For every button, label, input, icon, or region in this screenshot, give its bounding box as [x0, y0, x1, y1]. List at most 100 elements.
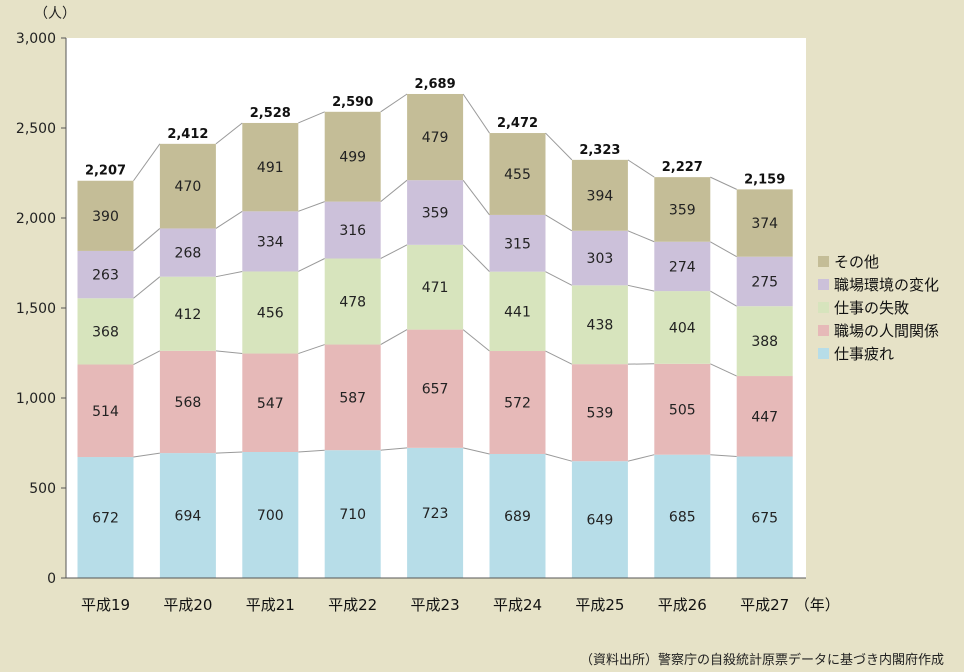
bar-segment [77, 364, 134, 458]
bar-segment [242, 353, 299, 452]
segment-value-label: 479 [422, 130, 449, 146]
bar-segment [159, 143, 216, 229]
bar-segment [407, 93, 464, 181]
bar-segment [654, 241, 711, 292]
series-connector-line [462, 329, 490, 352]
bar-segment [407, 329, 464, 448]
series-connector-line [298, 344, 325, 355]
series-connector-line [215, 122, 243, 145]
segment-value-label: 470 [175, 179, 202, 195]
segment-value-label: 388 [751, 334, 778, 350]
segment-value-label: 675 [751, 510, 778, 526]
bar-segment [654, 291, 711, 364]
series-connector-line [133, 452, 160, 458]
total-value-label: 2,412 [167, 127, 208, 142]
bar-segment [77, 250, 134, 299]
series-connector-line [627, 159, 655, 178]
segment-value-label: 685 [669, 509, 696, 525]
segment-value-label: 649 [587, 513, 614, 529]
segment-value-label: 694 [175, 509, 202, 525]
series-connector-line [545, 453, 573, 462]
bar-segment [242, 122, 299, 212]
series-connector-line [627, 230, 655, 243]
segment-value-label: 700 [257, 508, 284, 524]
series-connector-line [380, 93, 408, 113]
series-connector-line [298, 111, 325, 124]
y-tick-label: 1,000 [16, 391, 56, 407]
bar-segment [571, 364, 628, 462]
segment-value-label: 390 [92, 209, 119, 225]
segment-value-label: 404 [669, 320, 696, 336]
y-tick-label: 3,000 [16, 31, 56, 47]
series-connector-line [545, 132, 573, 161]
x-tick-label: 平成25 [575, 596, 624, 614]
segment-value-label: 657 [422, 382, 449, 398]
series-connector-line [380, 244, 408, 259]
bar-segment [489, 453, 546, 578]
bar-segment [77, 180, 134, 251]
series-connector-line [627, 284, 655, 292]
bar-segment [654, 363, 711, 455]
x-tick-label: 平成19 [81, 596, 130, 614]
series-connector-line [710, 241, 737, 258]
bar-segment [324, 111, 381, 202]
bar-segment [159, 453, 216, 578]
segment-value-label: 505 [669, 402, 696, 418]
y-tick-label: 500 [29, 481, 56, 497]
bar-segment [77, 457, 134, 578]
bar-segment [736, 306, 793, 377]
segment-value-label: 539 [587, 406, 614, 422]
segment-value-label: 263 [92, 268, 119, 284]
bar-segment [571, 461, 628, 578]
segment-value-label: 672 [92, 511, 119, 527]
bar-segment [407, 244, 464, 330]
series-connector-line [380, 329, 408, 345]
x-tick-label: 平成22 [328, 596, 377, 614]
series-connector-line [133, 143, 161, 182]
series-connector-line [298, 449, 325, 453]
series-connector-line [710, 454, 737, 457]
bar-segment [489, 271, 546, 352]
segment-value-label: 572 [504, 396, 531, 412]
segment-value-label: 359 [669, 202, 696, 218]
bar-segment [159, 228, 216, 277]
x-tick-label: 平成26 [658, 596, 707, 614]
segment-value-label: 374 [751, 216, 778, 232]
bar-segment [324, 450, 381, 578]
series-connector-line [710, 363, 737, 377]
segment-value-label: 315 [504, 236, 531, 252]
series-connector-line [215, 270, 243, 278]
segment-value-label: 268 [175, 246, 202, 262]
series-connector-line [215, 350, 243, 355]
x-tick-label: 平成24 [493, 596, 542, 614]
bar-segment [242, 271, 299, 354]
segment-value-label: 275 [751, 274, 778, 290]
legend-swatch [818, 348, 829, 359]
segment-value-label: 394 [587, 188, 614, 204]
total-value-label: 2,590 [332, 95, 373, 110]
series-connector-line [462, 179, 490, 216]
x-tick-label: 平成21 [246, 596, 295, 614]
segment-value-label: 438 [587, 318, 614, 334]
bar-segment [489, 133, 546, 215]
bar-segment [324, 201, 381, 259]
bar-segment [736, 256, 793, 307]
bar-segment [159, 350, 216, 454]
series-connector-line [133, 228, 161, 252]
bar-segment [571, 285, 628, 365]
legend-label: 職場環境の変化 [834, 276, 939, 294]
segment-value-label: 359 [422, 206, 449, 222]
series-connector-line [215, 451, 243, 454]
series-connector-line [298, 201, 325, 212]
segment-value-label: 316 [339, 223, 366, 239]
legend-label: 仕事の失敗 [834, 299, 909, 317]
y-tick-label: 2,500 [16, 121, 56, 137]
series-connector-line [462, 93, 490, 134]
x-tick-label: 平成23 [411, 596, 460, 614]
x-tick-label: 平成20 [163, 596, 212, 614]
bar-segment [489, 351, 546, 454]
series-connector-line [462, 447, 490, 455]
legend-swatch [818, 325, 829, 336]
bar-segment [242, 211, 299, 272]
